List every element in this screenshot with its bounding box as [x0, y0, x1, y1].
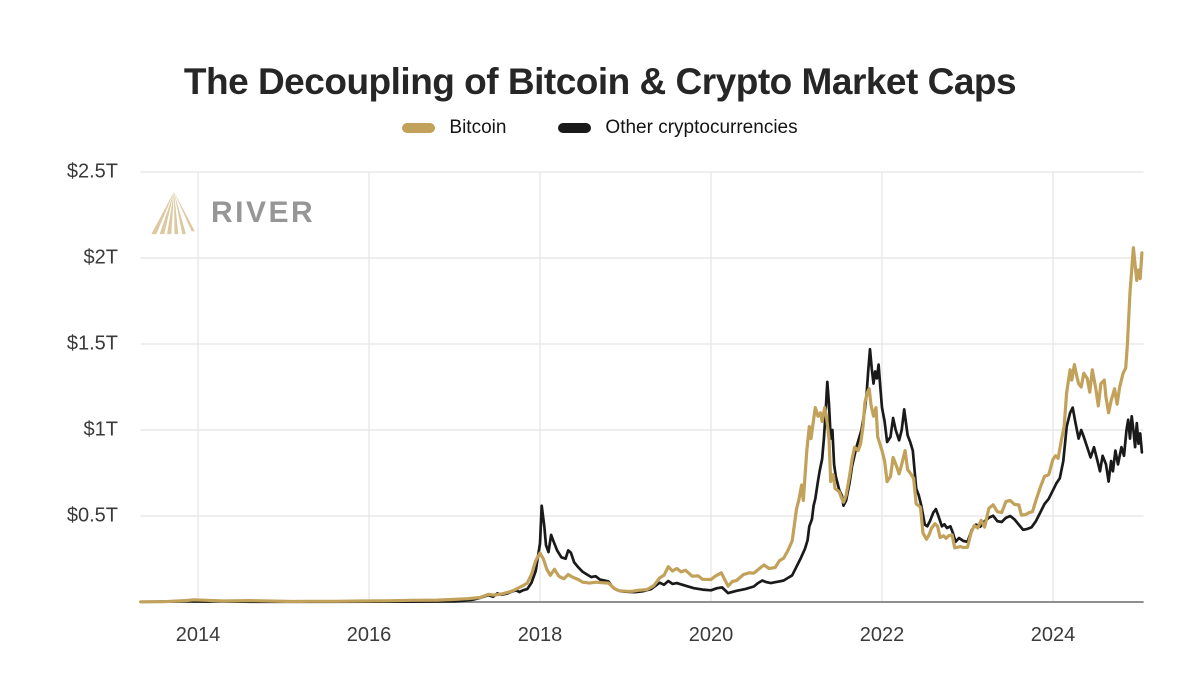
- series-line-other-cryptocurrencies: [139, 347, 1144, 604]
- x-tick-label: 2018: [517, 624, 563, 646]
- x-tick-label: 2020: [688, 624, 734, 646]
- x-tick-label: 2022: [859, 624, 905, 646]
- legend-label: Other cryptocurrencies: [605, 117, 798, 138]
- river-watermark-text: RIVER: [211, 196, 316, 229]
- legend-swatch-icon: [558, 123, 592, 133]
- river-rays-icon: [151, 191, 195, 235]
- x-tick-label: 2014: [175, 624, 221, 646]
- x-tick-label: 2024: [1030, 624, 1076, 646]
- chart-title: The Decoupling of Bitcoin & Crypto Marke…: [183, 60, 1017, 102]
- legend-item-bitcoin: Bitcoin: [402, 117, 506, 139]
- x-tick-label: 2016: [346, 624, 392, 646]
- legend-label: Bitcoin: [449, 117, 507, 138]
- y-tick-label: $1.5T: [66, 332, 118, 355]
- river-ray: [174, 191, 179, 235]
- y-tick-label: $1T: [83, 418, 118, 441]
- river-ray: [174, 191, 195, 232]
- legend-item-other-cryptocurrencies: Other cryptocurrencies: [558, 117, 798, 139]
- series-line-bitcoin: [139, 246, 1144, 604]
- y-tick-label: $2.5T: [66, 160, 118, 183]
- river-ray: [167, 191, 174, 235]
- legend-swatch-icon: [402, 123, 436, 133]
- y-tick-label: $0.5T: [66, 504, 118, 527]
- river-watermark: RIVER: [149, 187, 315, 239]
- chart-legend: Bitcoin Other cryptocurrencies: [0, 117, 1200, 139]
- y-tick-label: $2T: [83, 246, 118, 269]
